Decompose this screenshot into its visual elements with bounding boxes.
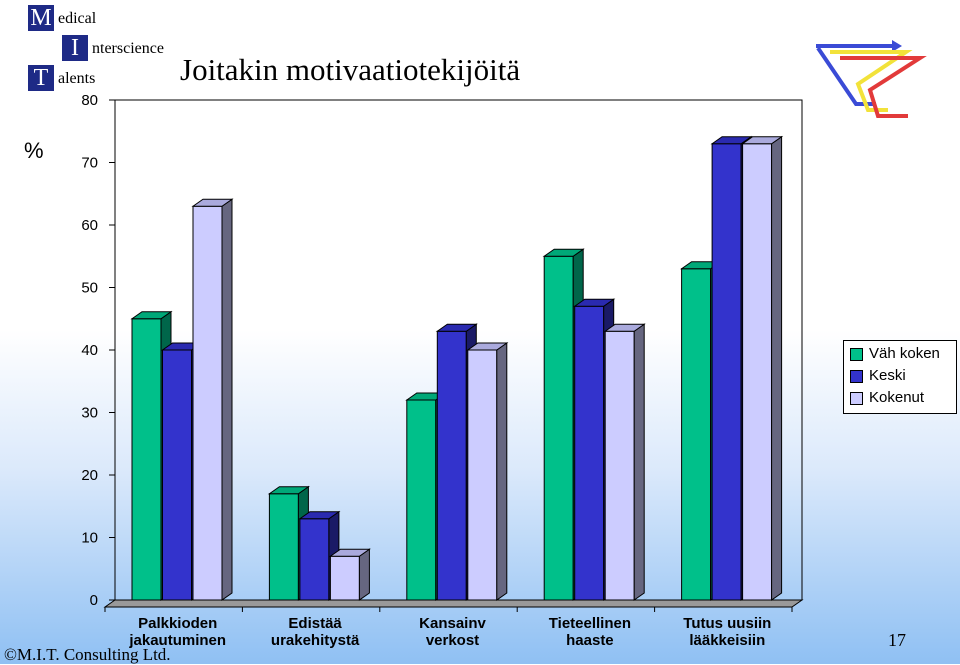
bar-front [406,399,437,601]
logo-word-medical: edical [58,10,97,27]
chart-bars [130,135,784,601]
bar-front [604,330,635,601]
bar-front [131,318,162,601]
legend-label-series1: Väh koken [869,345,940,362]
bar-front [192,205,223,601]
bar-front [681,268,712,601]
x-category-label: Tutus uusiin [683,615,771,632]
bar-side [633,323,645,601]
x-category-label: Kansainv [419,615,486,632]
bar-side [771,135,783,601]
x-category-label: lääkkeisiin [689,632,765,649]
bar-front [543,255,574,601]
decor-arrow-blue [892,40,902,52]
x-category-label: Palkkioden [138,615,217,632]
bar-top [298,511,341,520]
bar-top [603,323,646,332]
bar-top [573,298,616,307]
bar-front [436,330,467,601]
legend-label-series3: Kokenut [869,389,925,406]
logo-letter-m: M [28,5,54,31]
bar-top [710,136,753,145]
chart-legend: Väh koken Keski Kokenut [843,340,957,414]
bar-side [358,548,370,601]
bar-top [130,311,173,320]
bar-top [191,198,234,207]
bar-top [741,136,784,145]
logo-word-talents: alents [58,70,96,87]
legend-item-series1: Väh koken [850,345,940,365]
bar-front [574,305,605,601]
y-tick-label: 30 [81,405,98,422]
logo-letter-t: T [28,65,54,91]
legend-swatch-series3 [850,391,863,405]
y-tick-label: 10 [81,530,98,547]
bar-top [466,342,509,351]
logo-word-interscience: nterscience [92,40,164,57]
y-tick-label: 80 [81,92,98,109]
bar-top [435,323,478,332]
bar-top [267,486,310,495]
bar-front [299,518,330,601]
bar-front [329,555,360,601]
page-title: Joitakin motivaatiotekijöitä [180,52,521,87]
legend-item-series3: Kokenut [850,389,924,409]
logo-letter-i: I [62,35,88,61]
bar-front [162,349,192,601]
x-category-label: haaste [566,632,614,649]
x-category-label: verkost [426,632,479,649]
y-tick-label: 40 [81,342,98,359]
bar-front [742,143,773,601]
bar-side [496,342,508,601]
x-category-label: Tieteellinen [549,615,631,632]
x-category-label: urakehitystä [271,632,360,649]
chart-axes [103,99,804,612]
legend-item-series2: Keski [850,367,906,387]
legend-swatch-series2 [850,369,863,383]
bar-top [542,248,585,257]
x-category-label: Edistää [288,615,342,632]
x-category-label: jakautuminen [128,632,226,649]
chart-floor [103,599,804,608]
bar-front [467,349,498,601]
y-tick-label: 70 [81,155,98,172]
y-axis-unit-label: % [24,138,44,163]
decor-line-red [840,56,927,118]
bar-front [711,143,742,601]
y-tick-label: 20 [81,467,98,484]
page-number: 17 [888,630,906,650]
copyright-footer: ©M.I.T. Consulting Ltd. [4,645,171,664]
y-tick-label: 0 [90,592,98,609]
y-tick-label: 50 [81,280,98,297]
y-tick-label: 60 [81,217,98,234]
decor-line-blue [816,46,876,106]
legend-swatch-series1 [850,347,863,361]
bar-top [328,548,371,557]
decorative-zigzag-lines [816,40,927,118]
bar-front [268,493,299,601]
legend-label-series2: Keski [869,367,906,384]
bar-side [221,198,233,601]
